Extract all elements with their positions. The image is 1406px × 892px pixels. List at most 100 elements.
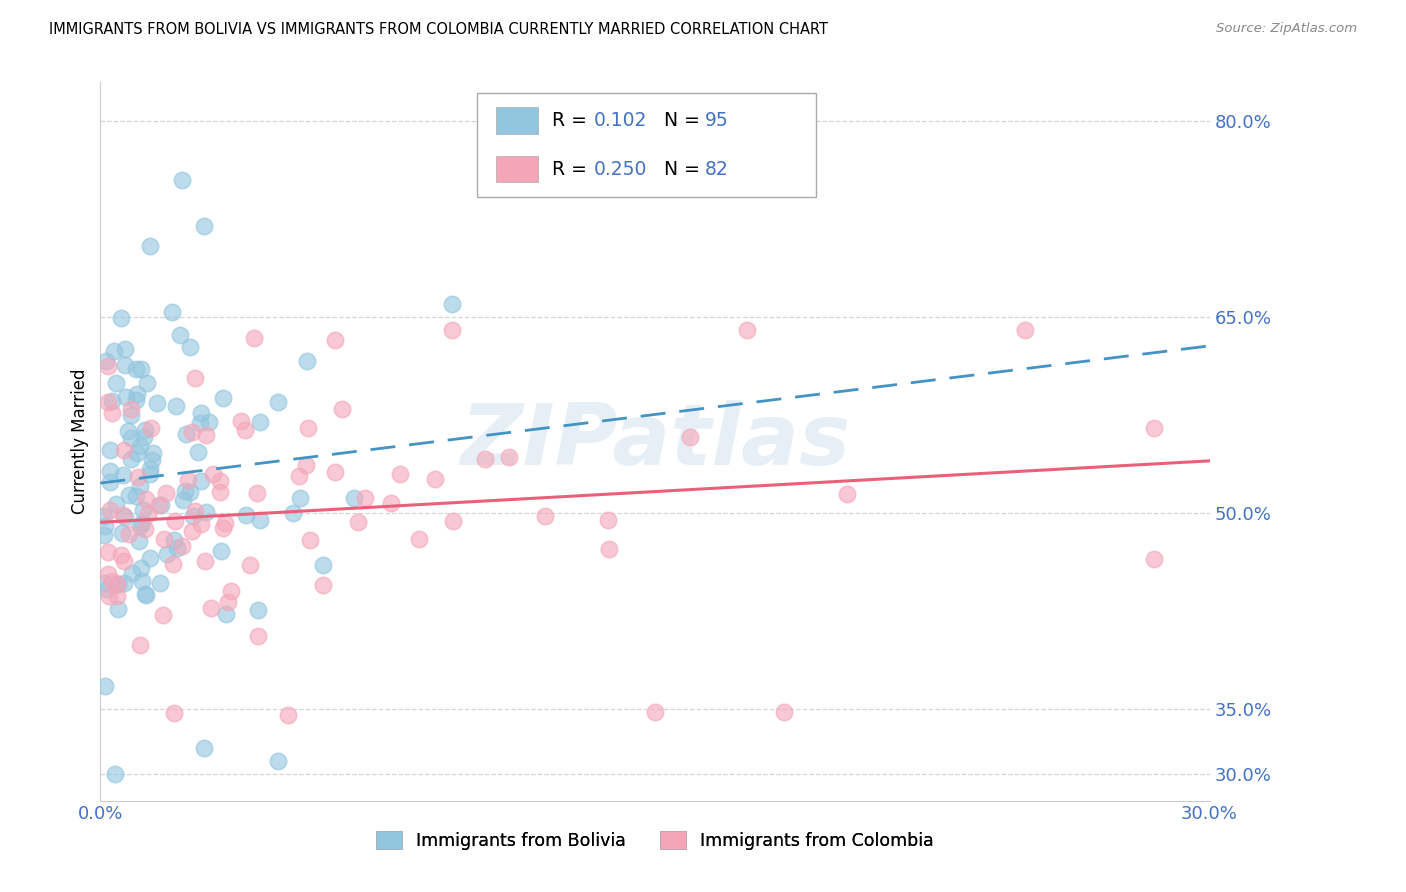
Point xyxy=(179,484,201,499)
Point xyxy=(1143,421,1166,435)
Point xyxy=(330,401,353,416)
Point xyxy=(94,518,117,533)
FancyBboxPatch shape xyxy=(496,107,538,134)
Point xyxy=(132,503,155,517)
Point xyxy=(105,589,128,603)
Point xyxy=(181,508,204,523)
Point xyxy=(131,516,153,530)
Point xyxy=(101,406,124,420)
Point xyxy=(380,496,402,510)
Point xyxy=(118,488,141,502)
Point xyxy=(209,474,232,488)
Point xyxy=(129,638,152,652)
Point xyxy=(152,608,174,623)
Point xyxy=(97,566,120,581)
Point xyxy=(169,327,191,342)
Point xyxy=(125,489,148,503)
Point xyxy=(346,515,368,529)
Point xyxy=(97,395,120,409)
Point xyxy=(94,353,117,368)
Point xyxy=(323,465,346,479)
Point xyxy=(188,417,211,431)
Point xyxy=(120,451,142,466)
Point xyxy=(138,467,160,481)
FancyBboxPatch shape xyxy=(478,93,815,197)
Point xyxy=(165,399,187,413)
Point xyxy=(174,426,197,441)
Point xyxy=(246,629,269,643)
Point xyxy=(170,539,193,553)
Point xyxy=(353,491,375,506)
Point xyxy=(93,509,115,524)
Point xyxy=(596,512,619,526)
Text: 0.250: 0.250 xyxy=(593,160,647,178)
Point xyxy=(172,493,194,508)
Point xyxy=(135,588,157,602)
Point xyxy=(114,358,136,372)
Point xyxy=(129,479,152,493)
Point xyxy=(139,239,162,253)
Point xyxy=(112,554,135,568)
Point xyxy=(107,602,129,616)
Point xyxy=(277,707,299,722)
Point xyxy=(408,532,430,546)
Text: 0.102: 0.102 xyxy=(593,111,647,130)
Point xyxy=(190,474,212,488)
Point xyxy=(121,566,143,581)
Point xyxy=(163,706,186,720)
Point xyxy=(125,393,148,408)
Point xyxy=(153,532,176,546)
Point xyxy=(93,575,115,590)
Point xyxy=(129,519,152,533)
Point xyxy=(249,513,271,527)
Point xyxy=(297,354,319,368)
Point xyxy=(97,359,120,373)
Point xyxy=(98,475,121,489)
Point xyxy=(215,607,238,622)
Point xyxy=(142,446,165,460)
Point xyxy=(184,371,207,385)
Point xyxy=(297,421,319,435)
Point xyxy=(200,601,222,615)
Point xyxy=(149,576,172,591)
Point xyxy=(125,446,148,460)
Point xyxy=(181,524,204,538)
Point xyxy=(105,576,128,591)
Point xyxy=(107,577,129,591)
Point xyxy=(111,525,134,540)
Point xyxy=(190,406,212,420)
Point xyxy=(141,452,163,467)
Point xyxy=(117,424,139,438)
Point xyxy=(312,558,335,573)
Point xyxy=(98,442,121,457)
Point xyxy=(138,461,160,475)
Point xyxy=(129,561,152,575)
Point xyxy=(598,542,620,557)
Point xyxy=(195,504,218,518)
Text: Source: ZipAtlas.com: Source: ZipAtlas.com xyxy=(1216,22,1357,36)
Point xyxy=(166,541,188,555)
Text: N =: N = xyxy=(651,111,706,130)
Point xyxy=(267,755,290,769)
Point xyxy=(148,498,170,512)
Point xyxy=(111,467,134,482)
Point xyxy=(163,514,186,528)
Point xyxy=(287,468,309,483)
Point xyxy=(138,507,160,521)
Point xyxy=(118,527,141,541)
Text: N =: N = xyxy=(651,160,706,178)
Point xyxy=(134,586,156,600)
Point xyxy=(197,415,219,429)
Point xyxy=(295,458,318,473)
Point xyxy=(246,486,269,500)
Point xyxy=(1014,323,1036,337)
Point xyxy=(498,450,520,464)
Point xyxy=(737,323,759,337)
Point xyxy=(104,767,127,781)
Text: IMMIGRANTS FROM BOLIVIA VS IMMIGRANTS FROM COLOMBIA CURRENTLY MARRIED CORRELATIO: IMMIGRANTS FROM BOLIVIA VS IMMIGRANTS FR… xyxy=(49,22,828,37)
Point xyxy=(389,467,412,481)
Point xyxy=(127,387,149,401)
Point xyxy=(100,574,122,588)
Point xyxy=(114,442,136,457)
Y-axis label: Currently Married: Currently Married xyxy=(72,368,89,514)
